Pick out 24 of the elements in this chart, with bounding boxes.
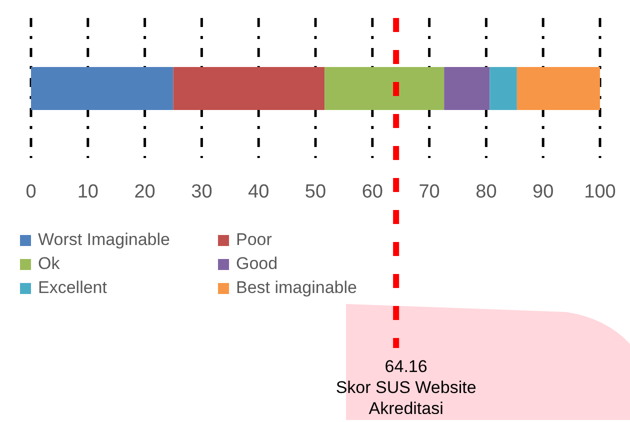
x-tick-label: 0	[26, 181, 36, 202]
x-tick-label: 100	[584, 181, 616, 202]
x-tick-label: 40	[248, 181, 270, 202]
bar	[173, 67, 325, 110]
x-tick-label: 50	[304, 181, 326, 202]
bar	[31, 67, 174, 110]
legend-label: Good	[236, 254, 278, 274]
x-tick-label: 20	[134, 181, 156, 202]
bar	[490, 67, 517, 110]
x-tick-label: 70	[418, 181, 440, 202]
x-tick-label: 30	[191, 181, 212, 202]
legend-label: Excellent	[38, 278, 107, 298]
legend-label: Ok	[38, 254, 60, 274]
x-tick-label: 60	[362, 181, 383, 202]
bar	[516, 67, 600, 110]
x-tick-label: 10	[77, 181, 98, 202]
x-tick-label: 80	[476, 181, 497, 202]
bar	[444, 67, 490, 110]
legend-label: Poor	[236, 230, 272, 250]
ref-line-label: 64.16 Skor SUS Website Akreditasi	[336, 357, 476, 418]
legend-label: Best imaginable	[236, 278, 357, 298]
x-tick-label: 90	[532, 181, 554, 202]
bar	[324, 67, 444, 110]
legend-label: Worst Imaginable	[38, 230, 170, 250]
